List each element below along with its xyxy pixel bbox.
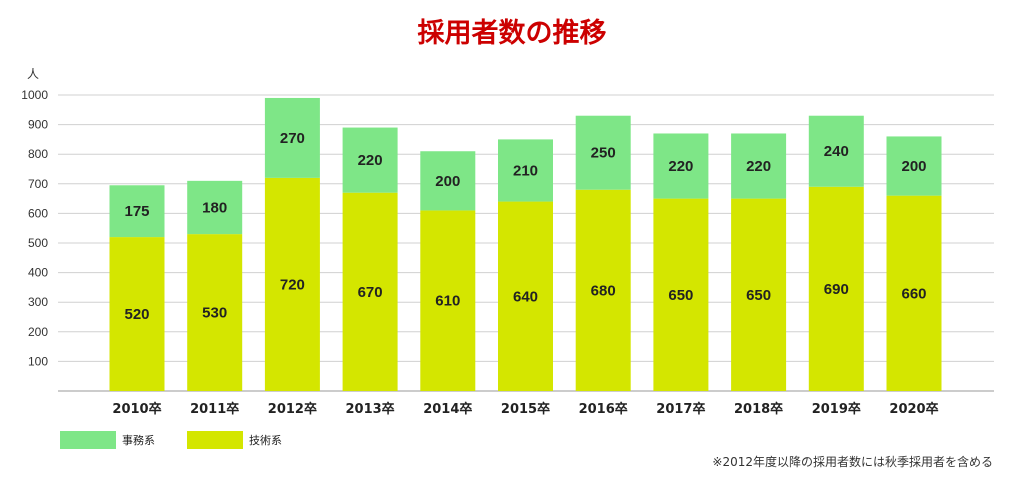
bar-gijutsu xyxy=(109,237,165,391)
data-label-gijutsu: 650 xyxy=(668,287,693,304)
y-tick-label: 600 xyxy=(28,206,48,220)
x-tick-label: 2010卒 xyxy=(112,401,161,417)
bar-jimu xyxy=(342,127,398,193)
bar-gijutsu xyxy=(187,234,243,391)
bar-jimu xyxy=(731,133,787,199)
bar-jimu xyxy=(808,115,864,187)
y-tick-label: 200 xyxy=(28,325,48,339)
data-label-jimu: 220 xyxy=(358,152,383,169)
bar-gijutsu xyxy=(264,177,320,391)
data-label-jimu: 210 xyxy=(513,162,538,179)
y-tick-label: 300 xyxy=(28,295,48,309)
data-label-gijutsu: 680 xyxy=(591,282,616,299)
data-label-jimu: 250 xyxy=(591,145,616,162)
bar-jimu xyxy=(886,136,942,196)
legend-jimu-swatch xyxy=(60,431,116,449)
y-tick-label: 1000 xyxy=(21,88,48,102)
legend-gijutsu-swatch xyxy=(187,431,243,449)
x-tick-label: 2015卒 xyxy=(501,401,550,417)
x-tick-label: 2011卒 xyxy=(190,401,239,417)
y-tick-label: 900 xyxy=(28,118,48,132)
bar-jimu xyxy=(187,180,243,235)
y-axis-ticks: 100 200 300 400 500 600 700 800 900 1000 xyxy=(21,88,48,368)
footnote: ※2012年度以降の採用者数には秋季採用者を含める xyxy=(712,454,993,469)
data-label-gijutsu: 610 xyxy=(435,293,460,310)
y-tick-label: 700 xyxy=(28,177,48,191)
bar-jimu xyxy=(575,115,631,190)
data-label-gijutsu: 660 xyxy=(901,285,926,302)
bar-jimu xyxy=(420,151,476,211)
x-tick-label: 2012卒 xyxy=(268,401,317,417)
bar-gijutsu xyxy=(808,186,864,391)
data-label-gijutsu: 670 xyxy=(358,284,383,301)
data-label-gijutsu: 640 xyxy=(513,288,538,305)
data-label-gijutsu: 530 xyxy=(202,305,227,322)
x-tick-label: 2019卒 xyxy=(812,401,861,417)
data-label-jimu: 200 xyxy=(435,173,460,190)
data-label-jimu: 220 xyxy=(746,158,771,175)
data-label-jimu: 175 xyxy=(124,203,149,220)
x-tick-label: 2020卒 xyxy=(889,401,938,417)
bar-gijutsu xyxy=(886,195,942,391)
data-label-jimu: 220 xyxy=(668,158,693,175)
data-label-gijutsu: 650 xyxy=(746,287,771,304)
data-label-jimu: 270 xyxy=(280,130,305,147)
bar-gijutsu xyxy=(498,201,553,391)
x-tick-label: 2018卒 xyxy=(734,401,783,417)
bar-jimu xyxy=(653,133,709,199)
bar-gijutsu xyxy=(731,198,787,391)
bar-jimu xyxy=(109,185,165,238)
y-tick-label: 500 xyxy=(28,236,48,250)
data-label-gijutsu: 690 xyxy=(824,281,849,298)
x-tick-label: 2013卒 xyxy=(346,401,395,417)
data-label-gijutsu: 720 xyxy=(280,276,305,293)
data-label-gijutsu: 520 xyxy=(124,306,149,323)
bar-gijutsu xyxy=(342,192,398,391)
x-axis-labels: 2010卒 2011卒 2012卒 2013卒 2014卒 2015卒 2016卒 2017卒… xyxy=(112,401,938,417)
bar-gijutsu xyxy=(420,210,476,391)
x-tick-label: 2016卒 xyxy=(579,401,628,417)
x-tick-label: 2017卒 xyxy=(656,401,705,417)
y-tick-label: 800 xyxy=(28,147,48,161)
data-label-jimu: 240 xyxy=(824,143,849,160)
legend-jimu-label: 事務系 xyxy=(122,433,155,447)
bar-gijutsu xyxy=(575,189,631,391)
data-label-jimu: 200 xyxy=(901,158,926,175)
bar-gijutsu xyxy=(653,198,709,391)
bar-jimu xyxy=(264,97,320,178)
y-tick-label: 400 xyxy=(28,266,48,280)
x-tick-label: 2014卒 xyxy=(423,401,472,417)
chart-title: 採用者数の推移 xyxy=(418,18,607,49)
y-axis-unit-label: 人 xyxy=(27,67,39,81)
legend-gijutsu-label: 技術系 xyxy=(249,434,282,447)
y-tick-label: 100 xyxy=(28,354,48,368)
bar-jimu xyxy=(498,139,553,202)
bars: 520 175 530 180 720 270 670 220 610 200 640 210 680 2… xyxy=(109,97,942,391)
legend: 事務系 技術系 xyxy=(60,431,282,449)
data-label-jimu: 180 xyxy=(202,199,227,216)
